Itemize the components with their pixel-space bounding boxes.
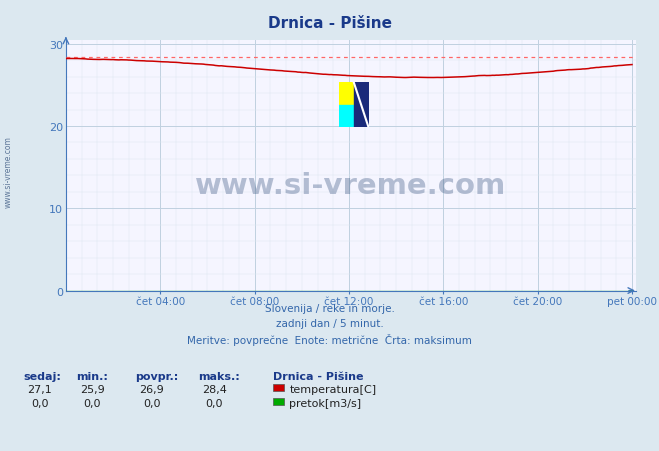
Text: povpr.:: povpr.: — [135, 371, 179, 381]
Text: 0,0: 0,0 — [143, 398, 160, 408]
Text: Drnica - Pišine: Drnica - Pišine — [273, 371, 364, 381]
Text: zadnji dan / 5 minut.: zadnji dan / 5 minut. — [275, 318, 384, 328]
Text: 0,0: 0,0 — [206, 398, 223, 408]
Bar — [339, 106, 354, 128]
Text: 28,4: 28,4 — [202, 384, 227, 394]
Text: 25,9: 25,9 — [80, 384, 105, 394]
Text: 26,9: 26,9 — [139, 384, 164, 394]
Text: pretok[m3/s]: pretok[m3/s] — [289, 398, 361, 408]
Text: Slovenija / reke in morje.: Slovenija / reke in morje. — [264, 303, 395, 313]
Text: sedaj:: sedaj: — [23, 371, 61, 381]
Polygon shape — [354, 83, 368, 128]
Text: Drnica - Pišine: Drnica - Pišine — [268, 16, 391, 31]
Text: temperatura[C]: temperatura[C] — [289, 384, 376, 394]
Text: 0,0: 0,0 — [31, 398, 48, 408]
Text: maks.:: maks.: — [198, 371, 239, 381]
Text: 27,1: 27,1 — [27, 384, 52, 394]
Text: Meritve: povprečne  Enote: metrične  Črta: maksimum: Meritve: povprečne Enote: metrične Črta:… — [187, 333, 472, 345]
Text: www.si-vreme.com: www.si-vreme.com — [4, 135, 13, 207]
Bar — [339, 83, 354, 106]
Text: min.:: min.: — [76, 371, 107, 381]
Text: www.si-vreme.com: www.si-vreme.com — [195, 172, 507, 200]
Text: 0,0: 0,0 — [84, 398, 101, 408]
